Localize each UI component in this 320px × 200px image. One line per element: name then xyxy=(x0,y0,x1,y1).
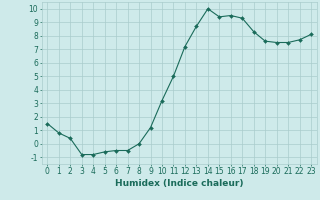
X-axis label: Humidex (Indice chaleur): Humidex (Indice chaleur) xyxy=(115,179,244,188)
